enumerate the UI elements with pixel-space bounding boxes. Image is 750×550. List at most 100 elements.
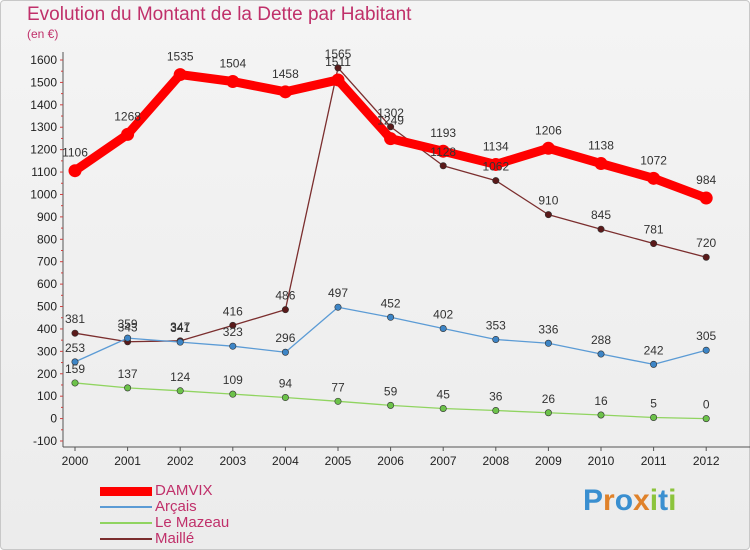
data-label: 242 xyxy=(644,343,664,357)
x-tick-label: 2000 xyxy=(62,454,89,468)
x-tick-label: 2007 xyxy=(430,454,457,468)
data-point xyxy=(226,75,240,89)
data-point xyxy=(544,211,552,219)
data-label: 1249 xyxy=(377,114,404,128)
x-tick-label: 2005 xyxy=(325,454,352,468)
legend-swatch xyxy=(100,522,152,524)
data-label: 1206 xyxy=(535,123,562,137)
data-point xyxy=(702,415,710,423)
data-point xyxy=(229,390,237,398)
data-label: 402 xyxy=(433,307,453,321)
y-tick-label: 1600 xyxy=(30,53,57,67)
data-point xyxy=(334,64,342,72)
data-point xyxy=(597,225,605,233)
data-label: 347 xyxy=(170,320,190,334)
y-tick-label: 1100 xyxy=(31,165,57,179)
x-tick-label: 2010 xyxy=(588,454,615,468)
data-label: 94 xyxy=(279,377,293,391)
data-label: 341 xyxy=(170,321,190,335)
data-point xyxy=(650,240,658,248)
data-point xyxy=(597,350,605,358)
legend-label: Arçais xyxy=(155,498,197,515)
y-tick-label: 300 xyxy=(37,344,57,358)
data-point xyxy=(387,313,395,321)
data-label: 1458 xyxy=(272,67,299,81)
data-label: 137 xyxy=(118,367,138,381)
data-point xyxy=(176,338,184,346)
data-point xyxy=(384,132,398,146)
data-label: 1565 xyxy=(325,47,352,61)
data-point xyxy=(173,68,187,82)
data-label: 45 xyxy=(437,388,451,402)
legend-item: Maillé xyxy=(100,530,320,547)
data-point xyxy=(281,348,289,356)
logo-letter: t xyxy=(658,484,669,517)
legend-item: Le Mazeau xyxy=(100,514,320,531)
y-tick-label: 1000 xyxy=(30,187,57,201)
data-label: 1138 xyxy=(588,139,614,153)
data-point xyxy=(229,342,237,350)
data-point xyxy=(439,162,447,170)
data-label: 452 xyxy=(381,296,401,310)
data-point xyxy=(71,358,79,366)
data-point xyxy=(492,407,500,415)
data-label: 359 xyxy=(118,317,138,331)
data-point xyxy=(541,141,555,155)
y-tick-label: 900 xyxy=(37,210,57,224)
legend-swatch xyxy=(100,538,152,540)
x-tick-label: 2003 xyxy=(219,454,246,468)
data-point xyxy=(439,324,447,332)
logo-letter: r xyxy=(603,484,615,517)
logo-letter: x xyxy=(633,484,650,517)
data-label: 1193 xyxy=(430,126,456,140)
data-point xyxy=(71,379,79,387)
data-label: 1072 xyxy=(640,153,667,167)
x-tick-label: 2009 xyxy=(535,454,562,468)
y-tick-label: 400 xyxy=(37,322,57,336)
data-point xyxy=(489,157,503,171)
data-point xyxy=(544,339,552,347)
data-point xyxy=(281,394,289,402)
y-tick-label: 800 xyxy=(37,232,57,246)
x-tick-label: 2004 xyxy=(272,454,299,468)
data-point xyxy=(124,334,132,342)
data-label: 323 xyxy=(223,325,243,339)
data-point xyxy=(436,144,450,158)
data-label: 0 xyxy=(703,398,710,412)
data-label: 77 xyxy=(331,380,345,394)
data-point xyxy=(387,401,395,409)
data-label: 1268 xyxy=(114,109,141,123)
data-point xyxy=(387,123,395,131)
data-label: 1106 xyxy=(62,146,88,160)
data-point xyxy=(594,157,608,171)
legend-swatch xyxy=(100,486,152,496)
data-label: 984 xyxy=(696,173,716,187)
data-label: 59 xyxy=(384,384,398,398)
data-label: 486 xyxy=(275,289,295,303)
data-point xyxy=(702,346,710,354)
data-label: 26 xyxy=(542,392,556,406)
data-label: 1511 xyxy=(325,55,351,69)
logo-letter: i xyxy=(668,484,677,517)
data-label: 1062 xyxy=(482,160,509,174)
data-point xyxy=(492,335,500,343)
data-label: 124 xyxy=(170,370,190,384)
data-point xyxy=(702,253,710,261)
x-tick-label: 2001 xyxy=(114,454,141,468)
x-tick-label: 2012 xyxy=(693,454,720,468)
data-point xyxy=(334,397,342,405)
y-tick-label: 600 xyxy=(37,277,57,291)
data-label: 910 xyxy=(538,194,558,208)
data-point xyxy=(544,409,552,417)
data-label: 353 xyxy=(486,318,506,332)
y-tick-label: 0 xyxy=(50,412,57,426)
data-point xyxy=(650,360,658,368)
logo-letter: P xyxy=(583,484,604,517)
data-point xyxy=(281,306,289,314)
x-tick-label: 2008 xyxy=(482,454,509,468)
data-label: 109 xyxy=(223,373,243,387)
data-label: 159 xyxy=(65,362,85,376)
y-tick-label: -100 xyxy=(33,434,57,448)
y-tick-label: 100 xyxy=(37,389,57,403)
